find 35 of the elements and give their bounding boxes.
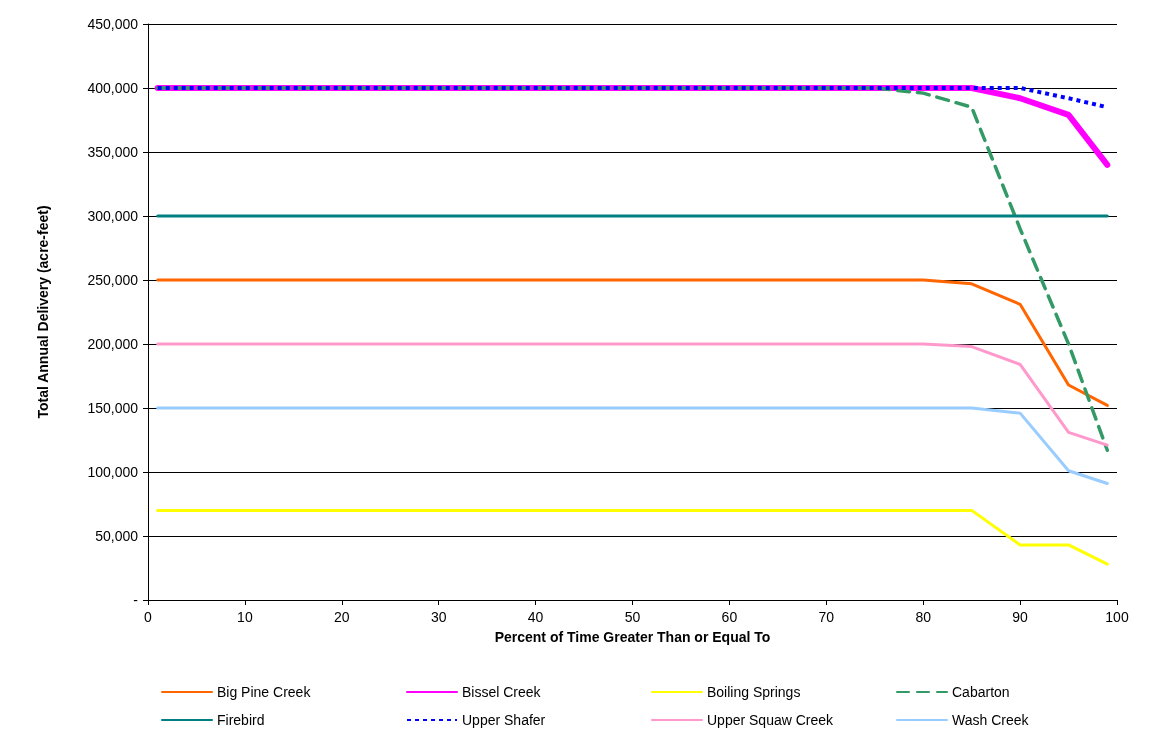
x-tick-label: 90 — [1012, 609, 1029, 625]
legend-label: Bissel Creek — [462, 684, 542, 700]
line-series — [156, 342, 1109, 447]
x-tick-label: 100 — [1105, 609, 1129, 625]
x-tick-label: 40 — [527, 609, 544, 625]
y-tick-label: 400,000 — [87, 80, 139, 96]
x-tick-label: 0 — [144, 609, 153, 625]
x-tick-label: 80 — [915, 609, 932, 625]
legend-label: Upper Shafer — [462, 712, 546, 728]
y-tick-label: 150,000 — [87, 400, 139, 416]
x-tick-label: 50 — [624, 609, 641, 625]
x-axis-title: Percent of Time Greater Than or Equal To — [494, 629, 771, 645]
x-tick-label: 30 — [430, 609, 447, 625]
legend-label: Firebird — [217, 712, 265, 728]
line-series — [156, 278, 1109, 407]
legend-label: Boiling Springs — [707, 684, 801, 700]
legend-label: Cabarton — [952, 684, 1010, 700]
legend-label: Upper Squaw Creek — [707, 712, 835, 728]
y-tick-label: 250,000 — [87, 272, 139, 288]
x-tick-label: 20 — [334, 609, 350, 625]
x-tick-label: 70 — [818, 609, 835, 625]
line-series — [156, 406, 1109, 486]
y-tick-label: 350,000 — [87, 144, 139, 160]
x-tick-label: 10 — [237, 609, 253, 625]
y-tick-label: 50,000 — [95, 528, 139, 544]
y-tick-label: 200,000 — [87, 336, 139, 352]
legend-label: Wash Creek — [952, 712, 1030, 728]
legend-label: Big Pine Creek — [217, 684, 312, 700]
y-tick-label: - — [133, 592, 139, 608]
x-tick-label: 60 — [721, 609, 738, 625]
y-tick-label: 100,000 — [87, 464, 139, 480]
y-tick-label: 450,000 — [87, 16, 139, 32]
y-axis-title: Total Annual Delivery (acre-feet) — [35, 205, 51, 419]
y-tick-label: 300,000 — [87, 208, 139, 224]
line-series — [155, 86, 1110, 452]
